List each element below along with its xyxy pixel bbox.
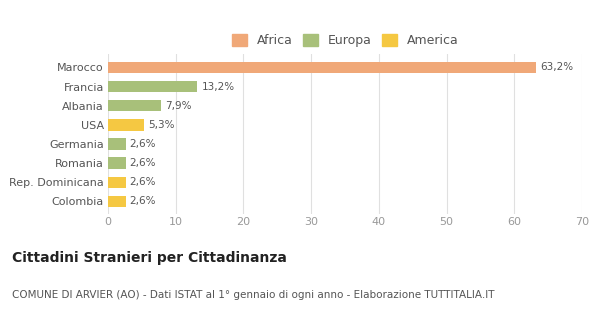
- Text: 2,6%: 2,6%: [130, 158, 156, 168]
- Text: COMUNE DI ARVIER (AO) - Dati ISTAT al 1° gennaio di ogni anno - Elaborazione TUT: COMUNE DI ARVIER (AO) - Dati ISTAT al 1°…: [12, 290, 494, 300]
- Bar: [108, 138, 125, 150]
- Text: 2,6%: 2,6%: [130, 139, 156, 149]
- Bar: [108, 62, 536, 73]
- Bar: [108, 81, 197, 92]
- Text: 2,6%: 2,6%: [130, 196, 156, 206]
- Text: 5,3%: 5,3%: [148, 120, 175, 130]
- Text: 2,6%: 2,6%: [130, 177, 156, 187]
- Bar: [108, 157, 125, 169]
- Bar: [108, 177, 125, 188]
- Bar: [108, 196, 125, 207]
- Text: Cittadini Stranieri per Cittadinanza: Cittadini Stranieri per Cittadinanza: [12, 252, 287, 265]
- Text: 13,2%: 13,2%: [202, 82, 235, 92]
- Legend: Africa, Europa, America: Africa, Europa, America: [229, 32, 461, 50]
- Bar: [108, 119, 144, 131]
- Text: 7,9%: 7,9%: [166, 101, 192, 111]
- Bar: [108, 100, 161, 111]
- Text: 63,2%: 63,2%: [540, 62, 573, 72]
